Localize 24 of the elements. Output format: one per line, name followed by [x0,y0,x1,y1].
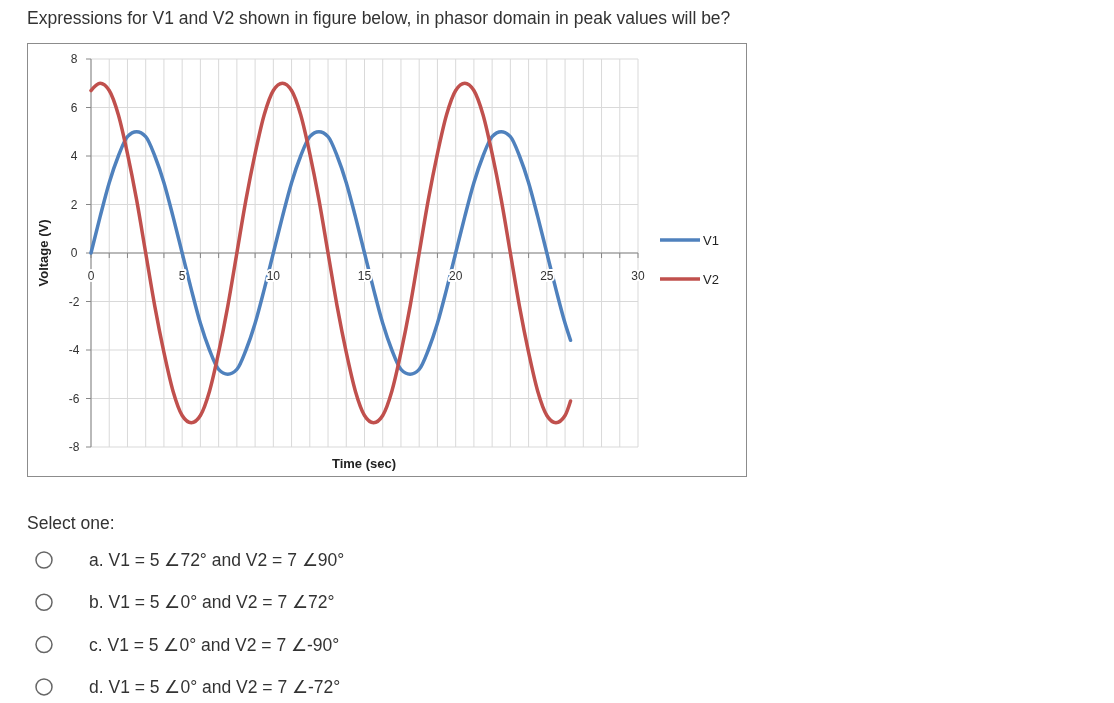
x-tick-label: 5 [178,269,186,283]
legend-label: V2 [703,271,719,287]
legend-label: V1 [703,232,719,248]
y-axis-title: Voltage (V) [36,219,51,287]
y-tick-label: -2 [68,294,80,309]
text: Select one: [27,513,115,533]
x-axis-title: Time (sec) [331,456,397,471]
y-tick-label: -4 [68,343,80,358]
text: a. V1 = 5 ∠72° and V2 = 7 ∠90° [89,550,345,571]
line-series [89,81,573,425]
chart-title: Expressions for V1 and V2 shown in figure below, in phasor domain in peak values will be? [27,8,731,28]
text: c. V1 = 5 ∠0° and V2 = 7 ∠-90° [89,634,340,655]
y-tick-label: 4 [70,149,78,164]
y-tick-label: 2 [70,197,78,212]
line-series [89,130,573,376]
x-tick-label: 30 [631,269,645,283]
y-tick-label: 0 [70,246,78,261]
y-tick-label: -6 [68,391,80,406]
text: d. V1 = 5 ∠0° and V2 = 7 ∠-72° [89,677,341,698]
x-tick-label: 0 [87,269,95,283]
y-tick-label: -8 [68,440,80,455]
text: b. V1 = 5 ∠0° and V2 = 7 ∠72° [89,592,335,613]
y-tick-label: 8 [70,52,78,67]
y-tick-label: 6 [70,100,78,115]
